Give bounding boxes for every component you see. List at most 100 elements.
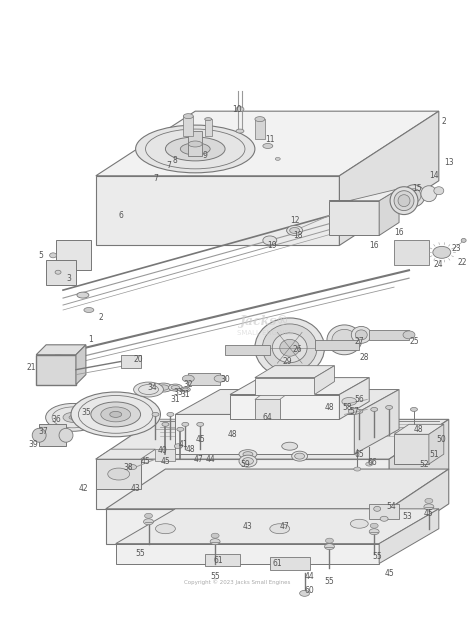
- Text: 16: 16: [394, 228, 404, 237]
- Polygon shape: [329, 201, 379, 236]
- Ellipse shape: [243, 458, 254, 465]
- Text: 47: 47: [193, 455, 203, 463]
- Ellipse shape: [128, 465, 137, 470]
- Polygon shape: [116, 509, 439, 544]
- Ellipse shape: [167, 412, 174, 416]
- Polygon shape: [96, 459, 141, 489]
- Ellipse shape: [421, 186, 437, 202]
- Text: 2: 2: [441, 116, 446, 126]
- Ellipse shape: [369, 529, 379, 535]
- Text: 44: 44: [205, 455, 215, 463]
- Ellipse shape: [32, 429, 46, 442]
- Ellipse shape: [356, 409, 363, 414]
- Ellipse shape: [174, 443, 182, 448]
- Ellipse shape: [255, 117, 265, 122]
- Text: Jacks®: Jacks®: [240, 315, 290, 328]
- Text: 30: 30: [220, 375, 230, 384]
- Text: 35: 35: [81, 408, 91, 417]
- Ellipse shape: [205, 118, 212, 121]
- Text: 48: 48: [414, 425, 424, 434]
- Polygon shape: [39, 424, 66, 446]
- Polygon shape: [116, 544, 379, 564]
- Text: 26: 26: [293, 345, 302, 355]
- Polygon shape: [394, 241, 429, 265]
- Ellipse shape: [71, 392, 161, 437]
- Text: 55: 55: [136, 549, 146, 558]
- Polygon shape: [106, 469, 449, 509]
- Ellipse shape: [59, 429, 73, 442]
- Polygon shape: [121, 355, 141, 368]
- Ellipse shape: [239, 450, 257, 458]
- Text: SMALL ENGINES: SMALL ENGINES: [237, 330, 293, 336]
- Text: 38: 38: [124, 463, 134, 471]
- Ellipse shape: [55, 270, 61, 274]
- Text: 47: 47: [280, 522, 290, 531]
- Text: 50: 50: [436, 435, 446, 443]
- Text: Copyright © 2023 Jacks Small Engines: Copyright © 2023 Jacks Small Engines: [184, 580, 290, 585]
- Ellipse shape: [272, 333, 307, 363]
- Polygon shape: [389, 469, 449, 544]
- Polygon shape: [255, 119, 265, 139]
- Text: 28: 28: [359, 353, 369, 362]
- Polygon shape: [394, 434, 429, 464]
- Polygon shape: [183, 116, 193, 136]
- Ellipse shape: [177, 427, 184, 431]
- Ellipse shape: [394, 191, 414, 211]
- Ellipse shape: [424, 504, 434, 510]
- Ellipse shape: [263, 236, 277, 245]
- Polygon shape: [76, 345, 86, 384]
- Ellipse shape: [371, 407, 378, 411]
- Ellipse shape: [410, 407, 418, 411]
- Text: 13: 13: [444, 159, 454, 167]
- Text: 61: 61: [273, 559, 283, 568]
- Ellipse shape: [182, 422, 189, 426]
- Text: 7: 7: [166, 161, 171, 170]
- Text: 24: 24: [434, 260, 444, 269]
- Text: 55: 55: [325, 577, 334, 586]
- Text: 10: 10: [232, 104, 242, 114]
- Ellipse shape: [210, 539, 220, 545]
- Polygon shape: [96, 111, 439, 176]
- Text: 43: 43: [243, 522, 253, 531]
- Ellipse shape: [183, 114, 193, 119]
- Text: 32: 32: [183, 380, 193, 389]
- Ellipse shape: [165, 137, 225, 161]
- Ellipse shape: [390, 187, 418, 215]
- Ellipse shape: [350, 519, 368, 528]
- Polygon shape: [429, 424, 444, 464]
- Text: 58: 58: [343, 403, 352, 412]
- Ellipse shape: [325, 544, 335, 550]
- Text: 64: 64: [263, 413, 273, 422]
- Ellipse shape: [434, 187, 444, 195]
- Ellipse shape: [211, 533, 219, 538]
- Polygon shape: [165, 424, 444, 429]
- Polygon shape: [96, 459, 389, 509]
- Ellipse shape: [214, 375, 226, 382]
- Text: 3: 3: [66, 274, 72, 282]
- Ellipse shape: [407, 188, 421, 203]
- Text: 37: 37: [38, 427, 48, 436]
- Ellipse shape: [370, 523, 378, 528]
- Ellipse shape: [380, 516, 388, 521]
- Polygon shape: [188, 373, 220, 384]
- Ellipse shape: [108, 468, 129, 480]
- Ellipse shape: [326, 538, 333, 543]
- Polygon shape: [339, 378, 369, 419]
- Polygon shape: [225, 345, 270, 355]
- Ellipse shape: [433, 246, 451, 258]
- Text: 39: 39: [28, 440, 38, 448]
- Ellipse shape: [300, 590, 310, 596]
- Ellipse shape: [46, 404, 100, 431]
- Ellipse shape: [69, 415, 77, 419]
- Ellipse shape: [168, 384, 182, 391]
- Text: 31: 31: [171, 395, 180, 404]
- Text: 31: 31: [181, 390, 190, 399]
- Text: 1: 1: [89, 335, 93, 345]
- Ellipse shape: [287, 226, 302, 236]
- Ellipse shape: [171, 386, 180, 389]
- Ellipse shape: [282, 442, 298, 450]
- Ellipse shape: [180, 387, 190, 392]
- Ellipse shape: [152, 412, 159, 416]
- Text: 51: 51: [429, 450, 438, 458]
- Ellipse shape: [398, 195, 410, 207]
